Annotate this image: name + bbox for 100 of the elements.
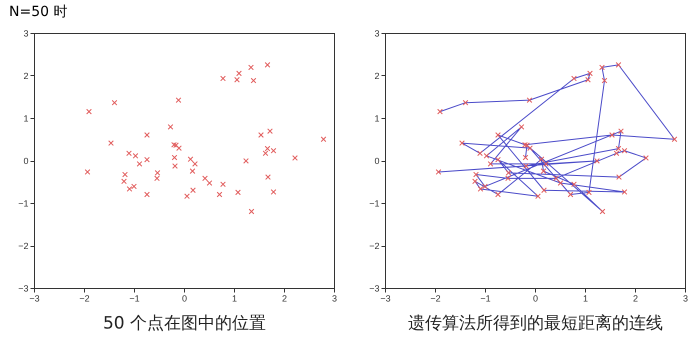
point <box>535 193 541 200</box>
point <box>144 132 150 138</box>
point <box>248 64 254 70</box>
x-tick-label: 2 <box>282 294 288 304</box>
point <box>84 169 90 175</box>
point <box>599 64 605 70</box>
x-tick-label: 0 <box>532 294 538 304</box>
point <box>609 132 615 138</box>
x-axis-title: 50 个点在图中的位置 <box>102 314 266 334</box>
point <box>216 192 222 198</box>
point <box>643 155 649 161</box>
y-tick-label: 2 <box>374 71 380 81</box>
point <box>600 208 606 214</box>
point <box>220 181 226 188</box>
point <box>495 132 501 138</box>
point <box>540 168 546 174</box>
point <box>292 155 298 161</box>
point <box>543 161 549 167</box>
y-tick-label: 3 <box>374 28 380 38</box>
point <box>320 136 326 142</box>
point <box>594 158 600 164</box>
point <box>484 152 490 159</box>
point <box>568 192 574 198</box>
point <box>154 170 160 176</box>
point <box>538 156 544 162</box>
y-tick-label: 1 <box>374 114 380 124</box>
point <box>172 163 178 169</box>
point <box>206 180 212 186</box>
point <box>541 187 547 194</box>
y-tick-label: −2 <box>18 241 28 251</box>
x-tick-label: −2 <box>430 294 441 304</box>
point <box>243 158 249 164</box>
point <box>672 136 678 142</box>
point <box>622 189 628 195</box>
point <box>437 108 443 114</box>
y-tick-label: −2 <box>369 241 380 251</box>
point <box>154 176 160 182</box>
point <box>220 76 226 82</box>
point <box>270 189 276 195</box>
point <box>250 78 256 84</box>
point <box>618 128 624 134</box>
point <box>190 168 196 174</box>
x-tick-label: −1 <box>129 294 140 304</box>
point <box>522 142 528 148</box>
point <box>171 142 177 148</box>
point <box>192 161 198 167</box>
point <box>86 108 92 114</box>
y-tick-label: −1 <box>18 198 28 208</box>
y-tick-label: 0 <box>23 156 28 166</box>
y-tick-label: 3 <box>23 28 28 38</box>
x-tick-label: 2 <box>632 294 638 304</box>
x-tick-label: −2 <box>79 294 90 304</box>
x-tick-label: 3 <box>682 294 688 304</box>
point <box>477 150 483 156</box>
point <box>136 161 142 167</box>
point <box>614 150 620 156</box>
x-tick-label: 3 <box>332 294 338 304</box>
point <box>495 156 501 162</box>
y-tick-label: 1 <box>23 114 28 124</box>
x-tick-label: 1 <box>582 294 588 304</box>
point <box>126 150 132 156</box>
point <box>262 150 268 156</box>
point <box>176 145 182 152</box>
point <box>616 62 622 68</box>
point <box>506 170 512 176</box>
y-tick-label: 2 <box>23 71 28 81</box>
point <box>172 154 178 160</box>
point <box>108 140 114 146</box>
point <box>459 140 465 146</box>
point <box>122 172 128 178</box>
point <box>121 178 127 184</box>
point <box>188 156 194 162</box>
point <box>558 180 564 186</box>
point <box>436 169 442 175</box>
point <box>235 190 241 196</box>
point <box>472 178 478 184</box>
point <box>265 174 271 180</box>
point <box>112 100 118 106</box>
point <box>168 124 174 130</box>
point <box>602 78 608 84</box>
point <box>524 142 530 148</box>
point <box>234 76 240 83</box>
point <box>473 172 479 178</box>
point <box>587 70 593 76</box>
point <box>526 97 532 103</box>
point <box>236 70 242 76</box>
point <box>144 192 150 198</box>
point <box>616 174 622 180</box>
point <box>184 193 190 200</box>
point <box>571 181 577 188</box>
point <box>571 76 577 82</box>
x-tick-label: 1 <box>232 294 238 304</box>
y-tick-label: −3 <box>369 284 380 294</box>
point <box>202 176 208 182</box>
point <box>488 161 494 167</box>
point <box>132 152 138 159</box>
point <box>258 132 264 138</box>
y-tick-label: −1 <box>369 198 380 208</box>
point <box>264 62 270 68</box>
point <box>586 190 592 196</box>
